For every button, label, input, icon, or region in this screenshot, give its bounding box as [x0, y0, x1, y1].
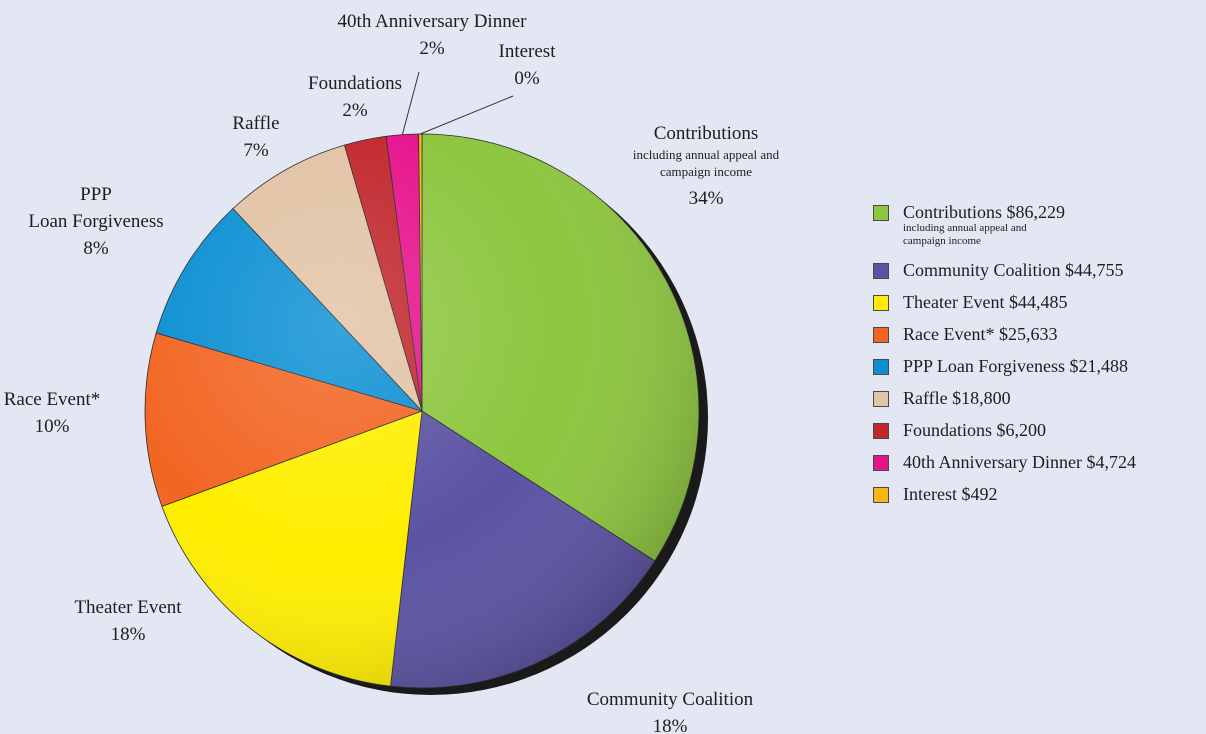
legend-label: Interest $492 [903, 484, 997, 504]
slice-label: Interest 0% [499, 41, 557, 89]
legend-swatch [873, 423, 889, 439]
slice-label: PPP Loan Forgiveness 8% [28, 184, 163, 259]
legend-swatch [873, 327, 889, 343]
legend-swatch [873, 205, 889, 221]
legend-item: 40th Anniversary Dinner $4,724 [873, 452, 1203, 472]
leader-line [402, 72, 419, 135]
legend-item: Interest $492 [873, 484, 1203, 504]
pie-chart: Contributions including annual appeal and… [0, 0, 860, 734]
legend-label: Raffle $18,800 [903, 388, 1011, 408]
slice-label: Theater Event 18% [74, 597, 182, 645]
legend-label: Foundations $6,200 [903, 420, 1046, 440]
legend-label: Theater Event $44,485 [903, 292, 1067, 312]
slice-label: Contributions including annual appeal and… [633, 123, 780, 209]
slice-label: Raffle 7% [232, 113, 279, 161]
legend: Contributions $86,229 including annual a… [873, 202, 1203, 516]
legend-swatch [873, 455, 889, 471]
legend-item: PPP Loan Forgiveness $21,488 [873, 356, 1203, 376]
slice-label: Foundations 2% [308, 73, 402, 121]
legend-label-text: Contributions $86,229 [903, 202, 1065, 222]
legend-item: Raffle $18,800 [873, 388, 1203, 408]
legend-item: Foundations $6,200 [873, 420, 1203, 440]
legend-item: Contributions $86,229 including annual a… [873, 202, 1203, 248]
legend-label: Race Event* $25,633 [903, 324, 1057, 344]
legend-swatch [873, 263, 889, 279]
legend-swatch [873, 295, 889, 311]
legend-swatch [873, 359, 889, 375]
legend-item: Theater Event $44,485 [873, 292, 1203, 312]
legend-label: Community Coalition $44,755 [903, 260, 1124, 280]
legend-label: PPP Loan Forgiveness $21,488 [903, 356, 1128, 376]
legend-label: 40th Anniversary Dinner $4,724 [903, 452, 1136, 472]
legend-item: Race Event* $25,633 [873, 324, 1203, 344]
legend-swatch [873, 391, 889, 407]
legend-swatch [873, 487, 889, 503]
legend-item: Community Coalition $44,755 [873, 260, 1203, 280]
slice-label: Race Event* 10% [4, 389, 101, 437]
legend-label: Contributions $86,229 including annual a… [903, 202, 1065, 248]
slice-label: Community Coalition 18% [587, 689, 754, 734]
legend-sub-label: including annual appeal and campaign inc… [903, 222, 1053, 248]
leader-line [420, 96, 513, 134]
